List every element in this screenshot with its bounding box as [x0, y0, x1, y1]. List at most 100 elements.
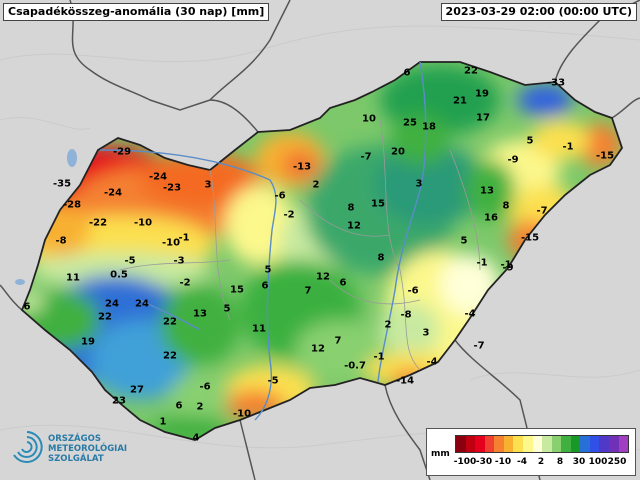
anomaly-value: -22	[88, 217, 108, 229]
anomaly-value: 11	[252, 323, 266, 335]
anomaly-value: 11	[66, 272, 80, 284]
legend-swatch	[475, 436, 485, 452]
legend-tick-label: 8	[556, 457, 564, 467]
anomaly-value: -4	[426, 356, 438, 368]
anomaly-value: 18	[422, 121, 436, 133]
anomaly-value: 2	[312, 179, 320, 191]
legend-swatch	[456, 436, 466, 452]
legend-tick-label: -4	[517, 457, 527, 467]
anomaly-value: 4	[192, 432, 200, 444]
anomaly-value: 6	[339, 277, 347, 289]
anomaly-value: -3	[173, 255, 185, 267]
legend-tick-label: 30	[572, 457, 586, 467]
anomaly-value: 23	[112, 395, 126, 407]
anomaly-value: 10	[362, 113, 376, 125]
anomaly-value: -1	[500, 259, 512, 271]
legend-swatch	[589, 436, 600, 452]
color-legend: mm -100 -30 -10 -4 2 8 30 100 250	[426, 428, 636, 476]
anomaly-value: -24	[148, 171, 168, 183]
anomaly-value: 25	[403, 117, 417, 129]
anomaly-value: 3	[415, 178, 423, 190]
anomaly-value: -24	[103, 187, 123, 199]
anomaly-value: -10	[232, 408, 252, 420]
anomaly-value: -4	[464, 308, 476, 320]
anomaly-value: -33	[546, 77, 566, 89]
anomaly-value: -13	[292, 161, 312, 173]
anomaly-value: 5	[460, 235, 468, 247]
anomaly-value: 16	[484, 212, 498, 224]
omsz-logo-icon	[13, 431, 43, 463]
legend-swatch	[494, 436, 504, 452]
legend-swatch	[551, 436, 562, 452]
anomaly-value: -29	[112, 146, 132, 158]
legend-swatch	[570, 436, 581, 452]
anomaly-value: -7	[473, 340, 485, 352]
anomaly-value: -8	[400, 309, 412, 321]
anomaly-value: -6	[407, 285, 419, 297]
anomaly-value: 21	[453, 95, 467, 107]
anomaly-value: 8	[347, 202, 355, 214]
anomaly-value: 13	[480, 185, 494, 197]
anomaly-value: -23	[162, 182, 182, 194]
anomaly-value: 6	[23, 301, 31, 313]
anomaly-value: -2	[283, 209, 295, 221]
anomaly-value: 19	[475, 88, 489, 100]
anomaly-value: -7	[536, 205, 548, 217]
anomaly-value: 3	[204, 179, 212, 191]
legend-ticks: -100 -30 -10 -4 2 8 30 100 250	[454, 457, 627, 469]
anomaly-value: -8	[55, 235, 67, 247]
anomaly-value: -35	[52, 178, 72, 190]
map-timestamp: 2023-03-29 02:00 (00:00 UTC)	[440, 3, 637, 21]
map-title: Csapadékösszeg-anomália (30 nap) [mm]	[3, 3, 270, 21]
anomaly-value: 1	[159, 416, 167, 428]
legend-color-bar	[455, 435, 629, 453]
legend-swatch	[532, 436, 543, 452]
legend-swatch	[484, 436, 495, 452]
legend-swatch	[609, 436, 619, 452]
legend-swatch	[465, 436, 476, 452]
anomaly-value: 22	[98, 311, 112, 323]
anomaly-value: -9	[502, 262, 514, 274]
anomaly-value: 7	[304, 285, 312, 297]
anomaly-value: 5	[264, 264, 272, 276]
anomaly-value: 5	[223, 303, 231, 315]
anomaly-value: -28	[62, 199, 82, 211]
anomaly-value: 12	[316, 271, 330, 283]
legend-swatch	[542, 436, 552, 452]
anomaly-value: -9	[507, 154, 519, 166]
legend-tick-label: -30	[475, 457, 493, 467]
anomaly-value: 0.5	[110, 269, 128, 281]
anomaly-value: 12	[311, 343, 325, 355]
anomaly-value: -6	[274, 190, 286, 202]
legend-tick-label: -10	[494, 457, 512, 467]
anomaly-value: -1	[562, 141, 574, 153]
legend-swatch	[599, 436, 609, 452]
anomaly-value: -6	[199, 381, 211, 393]
anomaly-value: 6	[403, 67, 411, 79]
logo-line-3: SZOLGÁLAT	[48, 454, 104, 464]
anomaly-value: -0.7	[344, 360, 366, 372]
legend-tick-label: 2	[537, 457, 545, 467]
anomaly-value: -1	[476, 257, 488, 269]
anomaly-value: 6	[175, 400, 183, 412]
legend-swatch	[618, 436, 629, 452]
omsz-logo-text: ORSZÁGOS METEOROLÓGIAI SZOLGÁLAT	[48, 434, 127, 464]
anomaly-value: -15	[520, 232, 540, 244]
anomaly-value: -1	[373, 351, 385, 363]
anomaly-value: 19	[81, 336, 95, 348]
legend-unit: mm	[431, 449, 450, 459]
anomaly-value: -1	[178, 232, 190, 244]
anomaly-value: 2	[196, 401, 204, 413]
anomaly-value: 2	[384, 319, 392, 331]
anomaly-value: -5	[124, 255, 136, 267]
anomaly-value: 15	[230, 284, 244, 296]
anomaly-value: -2	[179, 277, 191, 289]
anomaly-value: 15	[371, 198, 385, 210]
anomaly-value: -7	[360, 151, 372, 163]
anomaly-value: -5	[267, 375, 279, 387]
anomaly-value: 8	[377, 252, 385, 264]
legend-tick-label: 100	[588, 457, 608, 467]
anomaly-value: 22	[163, 316, 177, 328]
